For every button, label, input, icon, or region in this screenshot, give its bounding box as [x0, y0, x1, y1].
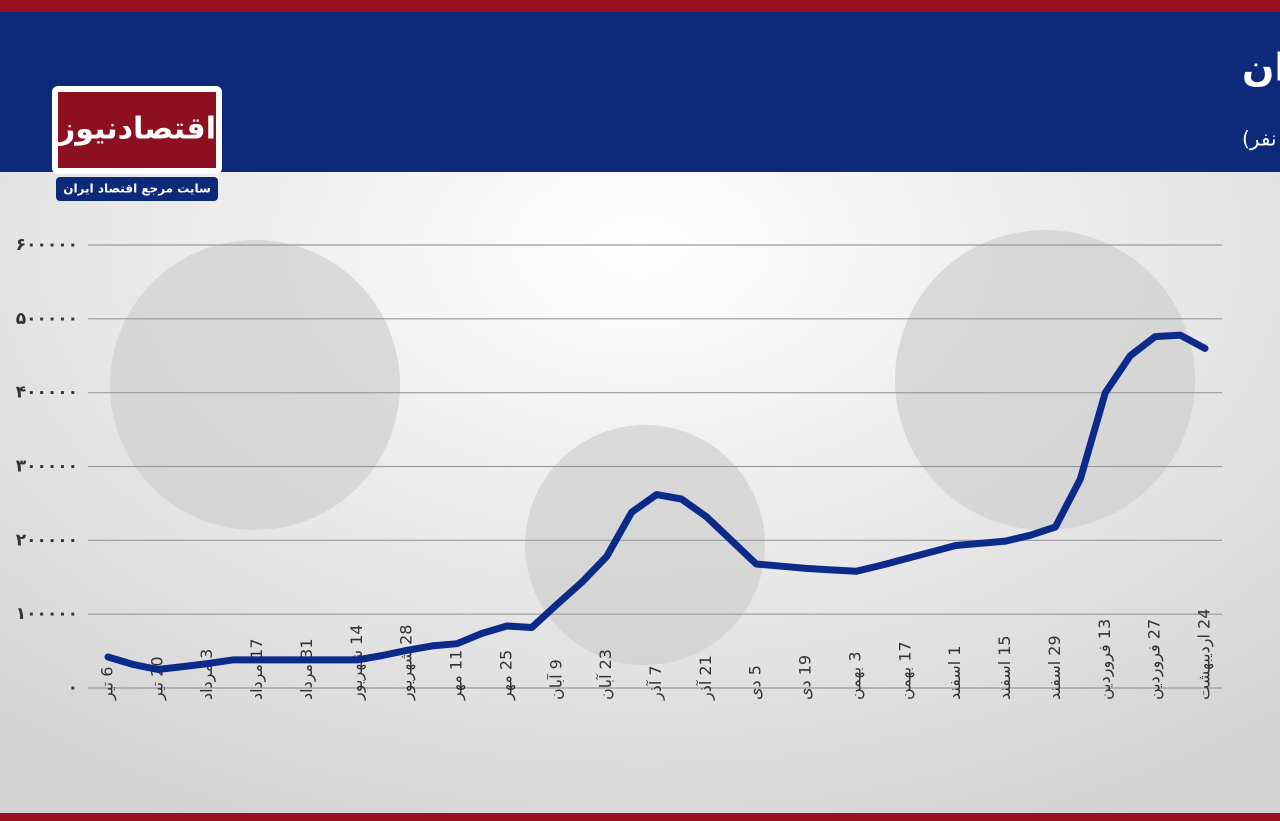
x-tick-label: 3 بهمن: [845, 651, 865, 700]
x-tick-label: 25 مهر: [496, 650, 516, 701]
y-tick-label: ۰: [68, 678, 78, 698]
top-stripe: [0, 0, 1280, 12]
chart-subtitle: (واحد: نفر): [1242, 127, 1280, 151]
x-tick-label: 11 مهر: [447, 650, 467, 701]
x-tick-label: 17 مرداد: [247, 638, 267, 700]
logo-tagline: سایت مرجع اقتصاد ایران: [63, 182, 211, 196]
logo-tag-box: [56, 177, 218, 201]
y-tick-label: ۲۰۰۰۰۰: [16, 530, 78, 550]
x-tick-label: 3 مرداد: [197, 649, 217, 700]
y-tick-label: ۱۰۰۰۰۰: [16, 604, 78, 624]
x-tick-label: 17 بهمن: [895, 641, 915, 700]
x-tick-label: 19 دی: [796, 655, 815, 700]
x-tick-label: 9 آبان: [546, 659, 565, 700]
y-tick-label: ۶۰۰۰۰۰: [16, 235, 78, 255]
x-tick-label: 5 دی: [746, 665, 765, 700]
y-tick-label: ۴۰۰۰۰۰: [16, 383, 78, 403]
x-tick-label: 28 شهریور: [397, 625, 417, 702]
y-tick-label: ۳۰۰۰۰۰: [16, 457, 78, 477]
chart-title: | روند هفتگی بیماران تحت درمان در ایران: [1242, 46, 1280, 91]
line: [104, 331, 1209, 673]
logo-box: [58, 92, 216, 168]
x-tick-label: 24 اردیبهشت: [1195, 609, 1215, 700]
x-tick-label: 7 آذر: [646, 665, 666, 701]
x-tick-label: 23 آبان: [596, 649, 615, 700]
bottom-stripe: [0, 813, 1280, 821]
y-tick-label: ۵۰۰۰۰۰: [16, 309, 78, 329]
x-tick-label: 27 فروردین: [1145, 619, 1165, 700]
x-tick-label: 15 اسفند: [995, 635, 1014, 700]
x-tick-label: 29 اسفند: [1045, 635, 1064, 700]
x-tick-label: 20 تیر: [147, 656, 167, 701]
x-tick-label: 31 مرداد: [297, 638, 317, 700]
x-tick-label: 13 فروردین: [1095, 619, 1115, 700]
decoration: [110, 230, 1195, 665]
x-tick-label: 21 آذر: [696, 655, 716, 701]
logo-name: اقتصادنیوز: [56, 112, 216, 147]
x-tick-label: 1 اسفند: [945, 646, 964, 700]
x-tick-label: 6 تیر: [98, 667, 118, 701]
